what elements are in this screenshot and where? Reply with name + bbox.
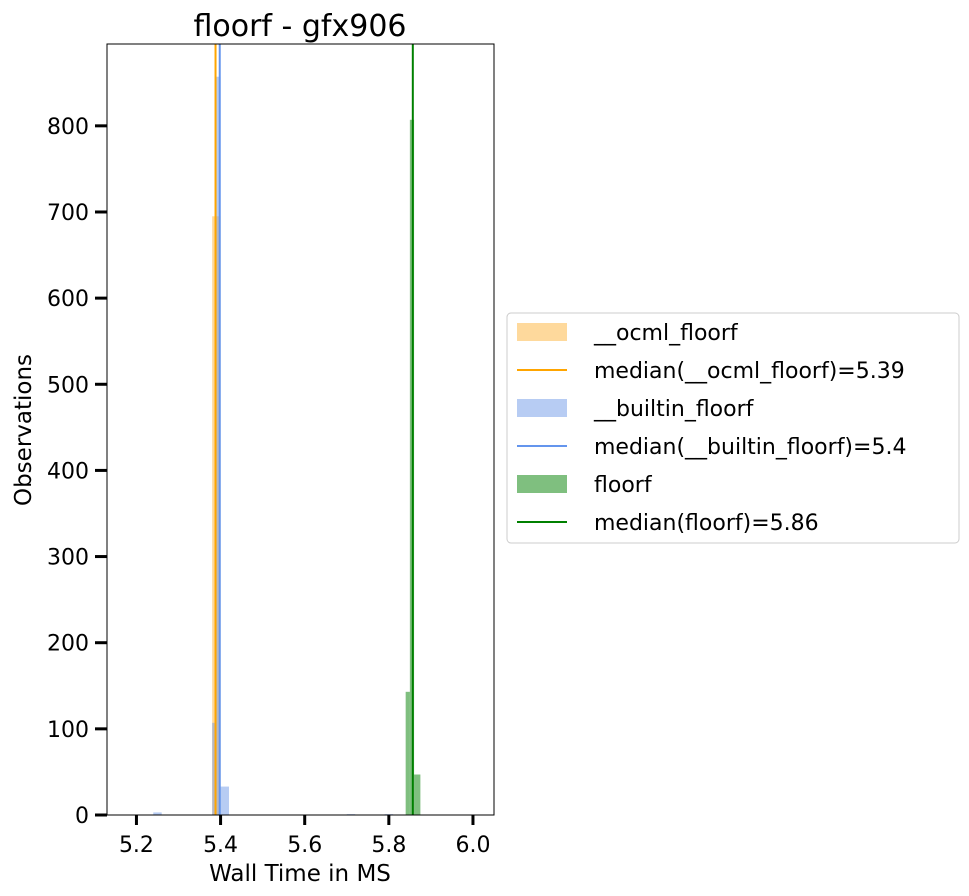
y-tick-label: 400 [47, 459, 89, 484]
x-axis: 5.2 5.4 5.6 5.8 6.0 [119, 815, 490, 858]
x-tick-label: 5.4 [203, 833, 238, 858]
bar-floorf-2 [414, 774, 421, 815]
legend-label: __builtin_floorf [593, 397, 755, 422]
y-tick-label: 200 [47, 632, 89, 657]
bar-builtinfloorf-3 [220, 786, 229, 815]
y-tick-label: 700 [47, 201, 89, 226]
legend: __ocml_floorf median(__ocml_floorf)=5.39 _… [506, 312, 960, 544]
x-tick-label: 5.2 [119, 833, 154, 858]
y-tick-label: 100 [47, 718, 89, 743]
legend-label: median(__builtin_floorf)=5.4 [594, 435, 906, 460]
x-tick-label: 5.8 [371, 833, 406, 858]
bar-builtinfloorf-1 [212, 722, 217, 815]
x-axis-label: Wall Time in MS [209, 861, 391, 887]
legend-swatch [517, 323, 567, 341]
legend-label: median(__ocml_floorf)=5.39 [594, 359, 905, 384]
median-lines-layer [214, 44, 414, 815]
bar-builtinfloorf-0 [153, 812, 162, 815]
y-tick-label: 300 [47, 546, 89, 571]
chart-title: floorf - gfx906 [193, 9, 406, 44]
legend-label: floorf [594, 473, 653, 498]
plot-frame [106, 43, 495, 816]
legend-swatch [517, 475, 567, 493]
legend-swatch [517, 399, 567, 417]
x-tick-label: 6.0 [455, 833, 490, 858]
x-tick-label: 5.6 [287, 833, 322, 858]
bar-floorf-0 [405, 691, 410, 815]
bar-builtinfloorf-2 [216, 76, 221, 815]
legend-label: __ocml_floorf [593, 321, 739, 346]
legend-frame [506, 312, 960, 544]
y-tick-label: 500 [47, 373, 89, 398]
y-tick-label: 800 [47, 115, 89, 140]
bars-layer [153, 76, 421, 816]
y-axis: 0 100 200 300 400 500 600 700 800 [47, 115, 107, 829]
y-tick-label: 0 [75, 804, 89, 829]
legend-label: median(floorf)=5.86 [594, 511, 819, 536]
y-axis-label: Observations [11, 354, 37, 506]
y-tick-label: 600 [47, 287, 89, 312]
